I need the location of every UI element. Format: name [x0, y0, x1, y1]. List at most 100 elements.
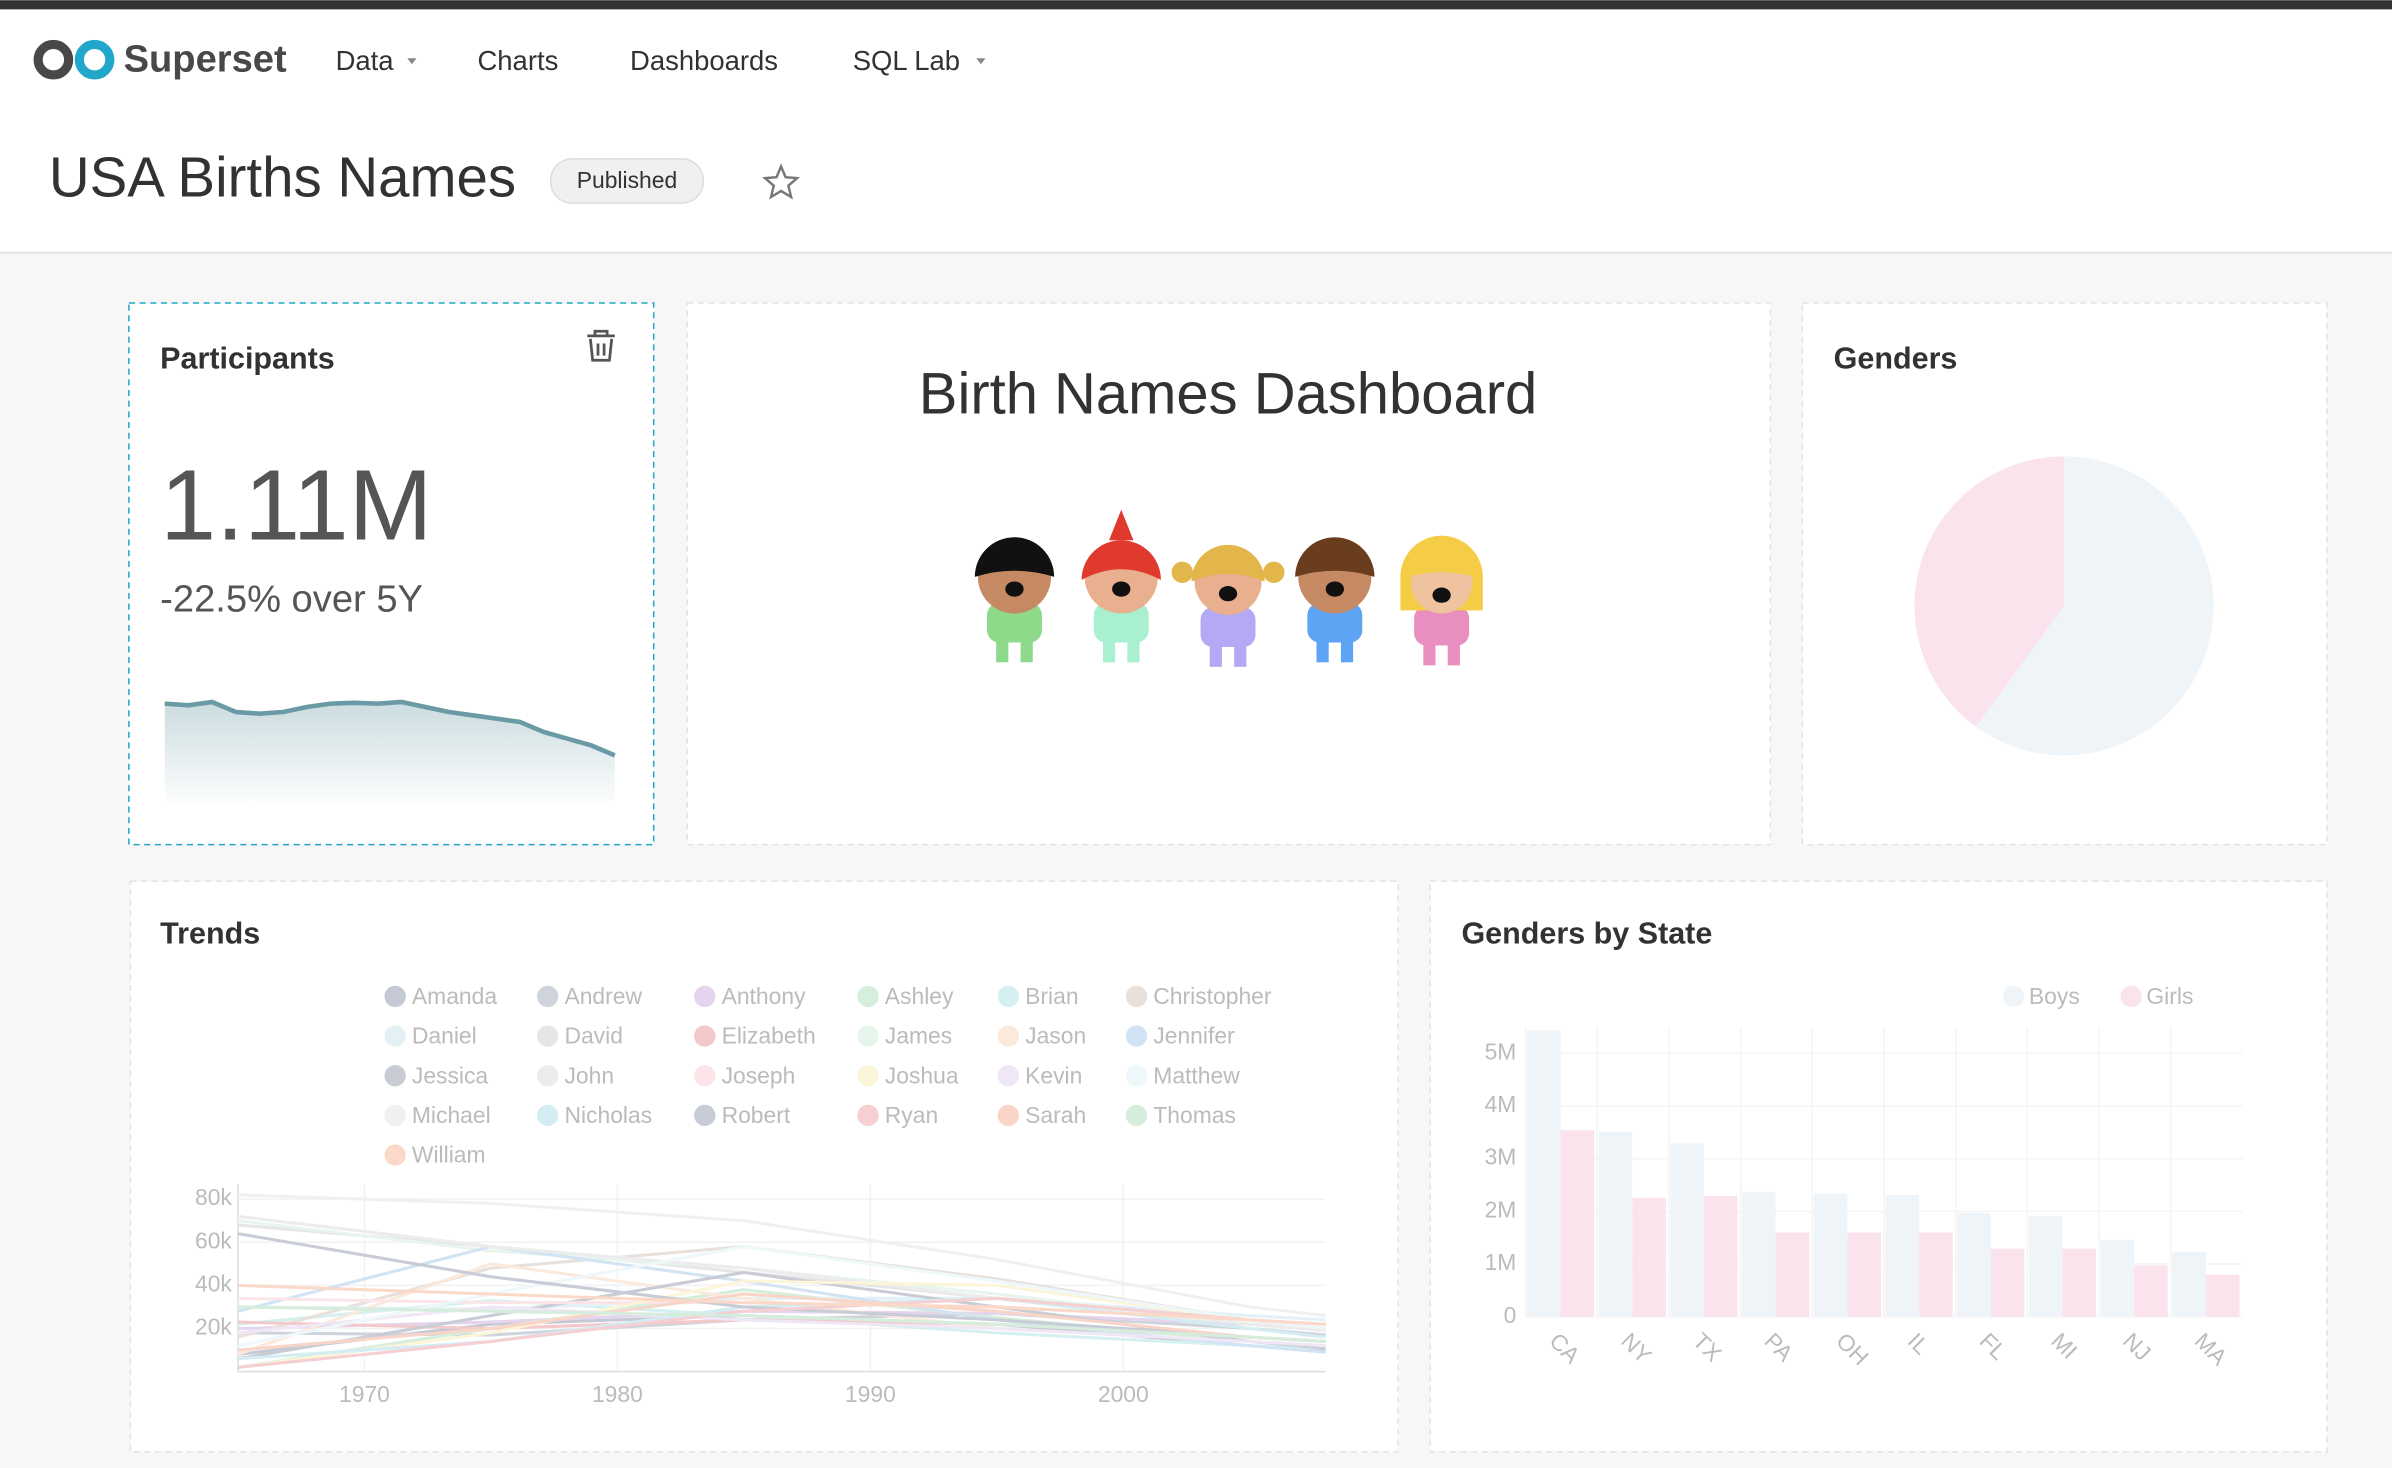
- legend-swatch: [536, 1065, 559, 1087]
- legend-label[interactable]: Amanda: [412, 983, 497, 1009]
- legend-swatch: [694, 985, 716, 1008]
- legend-label[interactable]: Christopher: [1153, 983, 1272, 1009]
- bar: [2205, 1274, 2240, 1317]
- dashboard-title: USA Births Names: [49, 146, 516, 209]
- legend-label[interactable]: Matthew: [1153, 1062, 1240, 1088]
- legend-label[interactable]: William: [412, 1142, 486, 1168]
- x-tick-label: 1970: [339, 1381, 390, 1407]
- legend-label[interactable]: John: [564, 1062, 614, 1088]
- brand[interactable]: Superset: [124, 37, 287, 80]
- bar: [1919, 1232, 1953, 1317]
- menu-item[interactable]: SQL Lab: [853, 45, 960, 76]
- legend-swatch: [2120, 985, 2142, 1008]
- legend-label[interactable]: Sarah: [1025, 1102, 1086, 1128]
- legend-label[interactable]: James: [885, 1023, 952, 1049]
- legend-label[interactable]: Jennifer: [1153, 1023, 1235, 1049]
- legend-label[interactable]: Brian: [1025, 983, 1078, 1009]
- legend-label[interactable]: Ashley: [885, 983, 954, 1009]
- bar: [2028, 1216, 2063, 1317]
- card-title: Participants: [160, 341, 335, 375]
- legend-swatch: [857, 1065, 879, 1087]
- y-tick-label: 5M: [1485, 1038, 1517, 1064]
- legend-swatch: [1125, 985, 1148, 1008]
- status-pill[interactable]: [549, 158, 705, 204]
- legend-swatch: [694, 1025, 716, 1047]
- bar: [1885, 1195, 1920, 1317]
- big-number: 1.11M: [160, 449, 432, 561]
- legend-label[interactable]: Anthony: [722, 983, 807, 1009]
- trend-line: [237, 1193, 1326, 1318]
- legend-label[interactable]: David: [564, 1023, 622, 1049]
- trend-line: [237, 1296, 1326, 1322]
- menu-item[interactable]: Data: [336, 45, 395, 76]
- caret: [976, 58, 986, 65]
- y-tick-label: 4M: [1485, 1091, 1517, 1117]
- legend-label[interactable]: Girls: [2146, 983, 2193, 1009]
- trend-line: [237, 1245, 1326, 1354]
- legend-label[interactable]: Michael: [412, 1102, 491, 1128]
- legend-swatch: [384, 985, 406, 1008]
- x-tick-label: 2000: [1098, 1381, 1149, 1407]
- legend-label[interactable]: Joseph: [722, 1062, 796, 1088]
- bar: [1957, 1212, 1991, 1317]
- legend-label[interactable]: Jason: [1025, 1023, 1086, 1049]
- bar: [1670, 1143, 1704, 1317]
- legend-swatch: [857, 985, 879, 1008]
- sparkline: [164, 699, 616, 758]
- y-tick-label: 1M: [1485, 1249, 1517, 1275]
- legend-label[interactable]: Robert: [722, 1102, 791, 1128]
- favorite-star[interactable]: [762, 163, 801, 200]
- bar: [2100, 1239, 2135, 1317]
- bar: [1813, 1193, 1848, 1317]
- y-tick-label: 20k: [195, 1314, 232, 1340]
- legend-label[interactable]: Elizabeth: [722, 1023, 816, 1049]
- status[interactable]: Published: [577, 167, 677, 193]
- bar: [1598, 1131, 1633, 1317]
- x-tick-label: 1980: [592, 1381, 643, 1407]
- legend-swatch: [384, 1144, 406, 1166]
- y-tick-label: 60k: [195, 1227, 232, 1253]
- legend-label[interactable]: Boys: [2029, 983, 2080, 1009]
- bar: [1527, 1030, 1561, 1317]
- markdown-title: Birth Names Dashboard: [919, 363, 1537, 427]
- legend-label[interactable]: Joshua: [885, 1062, 959, 1088]
- logo: [33, 39, 115, 80]
- legend-label[interactable]: Nicholas: [564, 1102, 652, 1128]
- card[interactable]: [129, 880, 1399, 1453]
- y-tick-label: 80k: [195, 1184, 232, 1210]
- y-tick-label: 2M: [1485, 1196, 1517, 1222]
- bar: [2134, 1265, 2168, 1317]
- y-tick-label: 0: [1504, 1302, 1517, 1328]
- bar: [1742, 1191, 1776, 1317]
- legend-swatch: [694, 1065, 716, 1087]
- legend-label[interactable]: Andrew: [564, 983, 642, 1009]
- legend-swatch: [2002, 985, 2025, 1008]
- y-tick-label: 3M: [1485, 1144, 1517, 1170]
- legend-label[interactable]: Daniel: [412, 1023, 477, 1049]
- bar: [1632, 1197, 1666, 1317]
- y-tick-label: 40k: [195, 1270, 232, 1296]
- legend-label[interactable]: Thomas: [1153, 1102, 1236, 1128]
- top-bar: [0, 0, 2392, 252]
- menu-item[interactable]: Charts: [477, 45, 558, 76]
- legend-swatch: [694, 1104, 716, 1127]
- legend-swatch: [536, 1025, 559, 1047]
- legend-swatch: [384, 1104, 406, 1127]
- bar: [1560, 1130, 1595, 1317]
- legend-swatch: [857, 1104, 879, 1127]
- legend-swatch: [536, 1104, 559, 1127]
- card-title: Trends: [160, 916, 260, 950]
- legend-label[interactable]: Jessica: [412, 1062, 489, 1088]
- legend-swatch: [997, 985, 1020, 1008]
- menu-item[interactable]: Dashboards: [630, 45, 778, 76]
- card-title: Genders: [1834, 341, 1958, 375]
- bar: [2062, 1248, 2097, 1317]
- delete-icon[interactable]: [587, 329, 615, 362]
- bar: [1990, 1248, 2025, 1317]
- legend-swatch: [1125, 1025, 1148, 1047]
- x-tick-label: 1990: [845, 1381, 896, 1407]
- legend-label[interactable]: Kevin: [1025, 1062, 1082, 1088]
- legend-label[interactable]: Ryan: [885, 1102, 938, 1128]
